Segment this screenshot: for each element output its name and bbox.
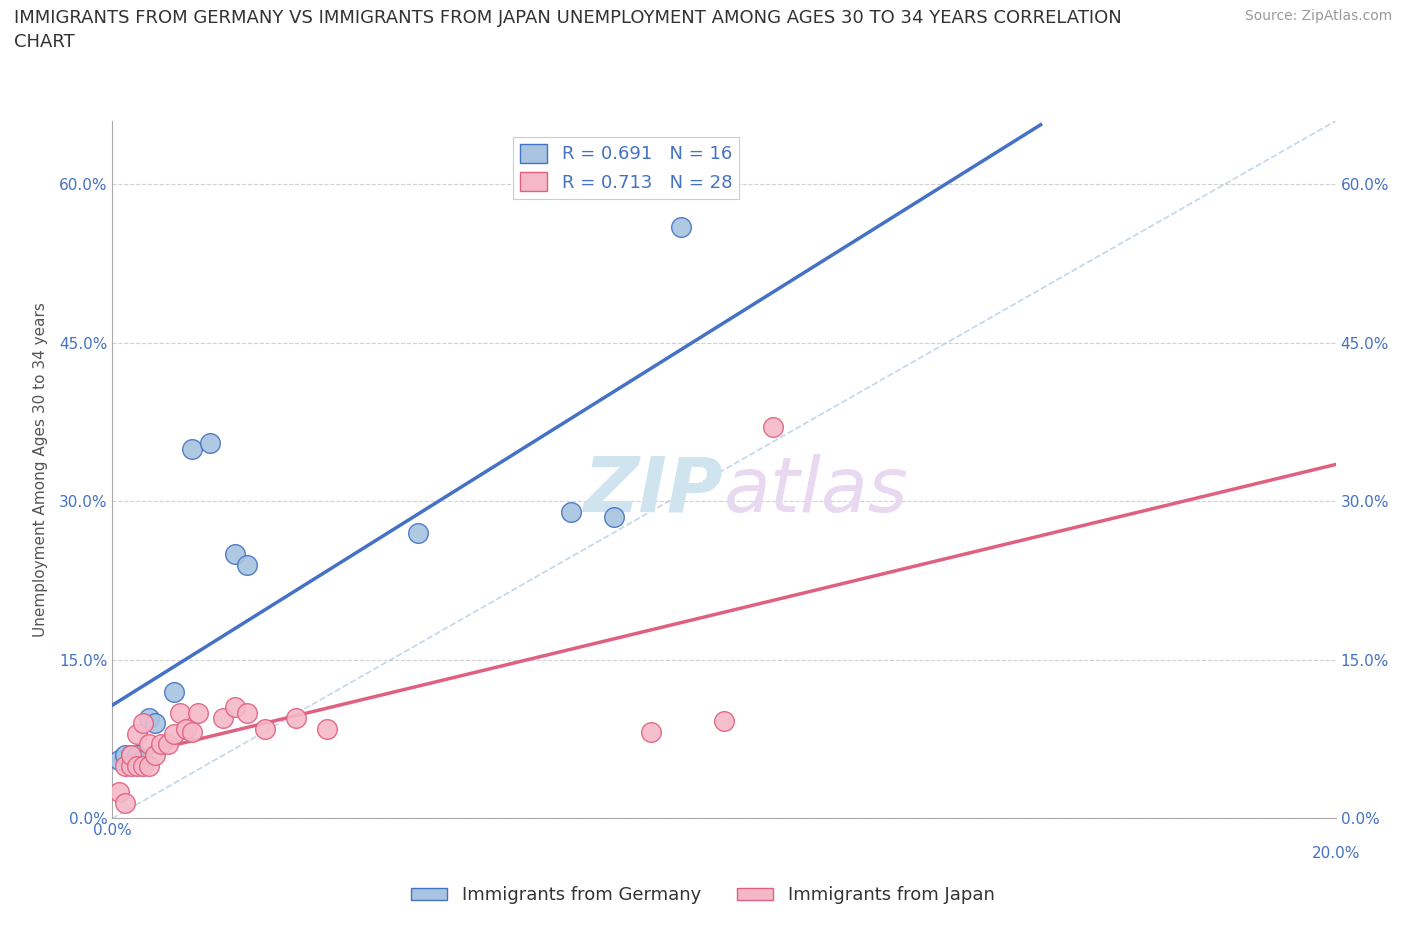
Point [236, 557, 259, 572]
Point [125, 726, 148, 741]
Y-axis label: Unemployment Among Ages 30 to 34 years: Unemployment Among Ages 30 to 34 years [32, 302, 48, 637]
Text: atlas: atlas [724, 454, 908, 527]
Point [181, 724, 204, 739]
Point [143, 716, 166, 731]
Point [713, 713, 735, 728]
Point [200, 436, 222, 451]
Point [138, 758, 160, 773]
Legend: Immigrants from Germany, Immigrants from Japan: Immigrants from Germany, Immigrants from… [404, 879, 1002, 911]
Point [181, 441, 204, 456]
Point [187, 705, 209, 720]
Legend: R = 0.691   N = 16, R = 0.713   N = 28: R = 0.691 N = 16, R = 0.713 N = 28 [513, 137, 740, 199]
Point [408, 525, 430, 540]
Point [107, 785, 129, 800]
Text: Source: ZipAtlas.com: Source: ZipAtlas.com [1244, 9, 1392, 23]
Point [156, 737, 179, 751]
Point [125, 758, 148, 773]
Point [150, 737, 173, 751]
Point [211, 711, 233, 725]
Point [163, 684, 186, 699]
Text: 20.0%: 20.0% [1312, 846, 1360, 861]
Point [138, 737, 160, 751]
Point [762, 420, 785, 435]
Point [120, 748, 142, 763]
Point [603, 510, 626, 525]
Point [640, 724, 662, 739]
Point [254, 721, 277, 736]
Point [163, 726, 186, 741]
Point [315, 721, 337, 736]
Point [138, 711, 160, 725]
Point [224, 547, 246, 562]
Point [114, 758, 136, 773]
Point [169, 705, 191, 720]
Point [224, 700, 246, 715]
Point [284, 711, 308, 725]
Point [132, 716, 155, 731]
Point [132, 758, 155, 773]
Point [143, 748, 166, 763]
Text: ZIP: ZIP [585, 454, 724, 527]
Point [107, 753, 129, 768]
Point [114, 795, 136, 810]
Point [120, 758, 142, 773]
Point [236, 705, 259, 720]
Point [120, 748, 142, 763]
Point [560, 504, 582, 519]
Point [132, 753, 155, 768]
Point [174, 721, 197, 736]
Point [125, 748, 148, 763]
Point [671, 219, 693, 234]
Point [114, 748, 136, 763]
Text: IMMIGRANTS FROM GERMANY VS IMMIGRANTS FROM JAPAN UNEMPLOYMENT AMONG AGES 30 TO 3: IMMIGRANTS FROM GERMANY VS IMMIGRANTS FR… [14, 9, 1122, 51]
